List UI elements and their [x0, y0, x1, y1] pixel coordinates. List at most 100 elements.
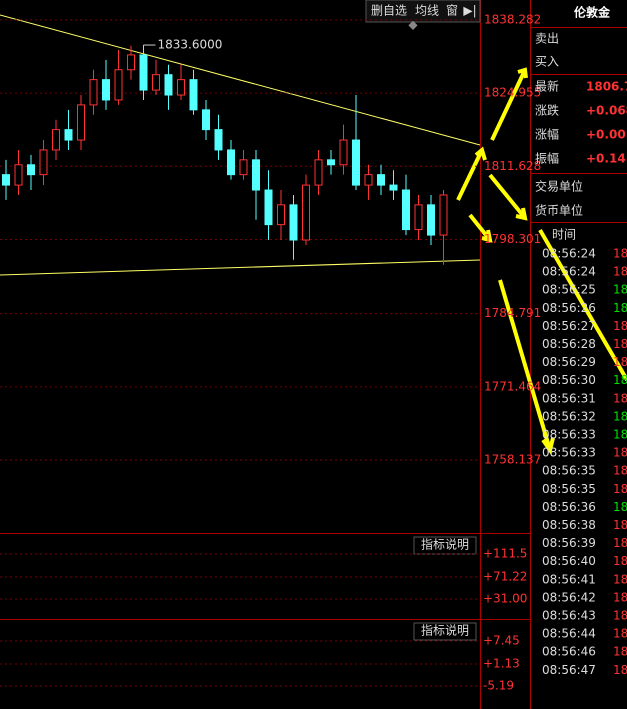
- toolbar-play[interactable]: ▶|: [463, 4, 476, 18]
- tick-price: 18: [613, 428, 627, 442]
- field-label: 振幅: [535, 151, 559, 166]
- candle-body: [227, 149, 235, 176]
- tick-time: 08:56:25: [542, 283, 596, 297]
- candle-body: [177, 79, 185, 96]
- trend-line: [0, 14, 481, 146]
- tick-time: 08:56:33: [542, 446, 596, 460]
- candle-body: [39, 149, 48, 176]
- indicator-button[interactable]: [413, 622, 477, 641]
- indicator-button-label[interactable]: 指标说明: [421, 537, 469, 552]
- indicator-tick: +71.22: [483, 570, 527, 584]
- indicator-tick: -5.19: [483, 679, 514, 693]
- tick-time: 08:56:47: [542, 663, 596, 677]
- tick-time: 08:56:32: [542, 409, 596, 423]
- toolbar-button[interactable]: 均线: [415, 4, 439, 18]
- candle-body: [164, 74, 173, 96]
- candle-body: [102, 79, 110, 101]
- tick-price: 18: [613, 536, 627, 550]
- candle-body: [364, 174, 373, 186]
- tick-time: 08:56:43: [542, 609, 596, 623]
- tick-time: 08:56:31: [542, 391, 596, 405]
- tick-time: 08:56:42: [542, 590, 596, 604]
- candle-body: [314, 159, 323, 186]
- candle-body: [289, 204, 298, 241]
- sell-label: 卖出: [535, 32, 559, 46]
- unit-label: 交易单位: [535, 179, 583, 194]
- tick-time: 08:56:35: [542, 464, 596, 478]
- field-value: +0.00: [586, 128, 626, 142]
- candle-body: [339, 139, 348, 166]
- candle-body: [327, 159, 335, 166]
- indicator-tick: +31.00: [483, 592, 527, 606]
- toolbar-button[interactable]: 窗: [446, 4, 458, 18]
- tick-price: 18: [613, 301, 627, 315]
- tick-time: 08:56:28: [542, 337, 596, 351]
- tick-price: 18: [613, 464, 627, 478]
- tick-price: 18: [613, 627, 627, 641]
- field-label: 涨跌: [535, 103, 559, 118]
- candle-body: [127, 54, 135, 71]
- tick-time: 08:56:36: [542, 500, 596, 514]
- y-tick-label: 1771.464: [484, 379, 541, 393]
- y-tick-label: 1811.628: [484, 159, 541, 173]
- tick-price: 18: [613, 391, 627, 405]
- tick-price: 18: [613, 373, 627, 387]
- candle-body: [377, 174, 385, 186]
- y-tick-label: 1758.137: [484, 453, 541, 467]
- tick-time: 08:56:39: [542, 536, 596, 550]
- trend-line: [0, 259, 481, 276]
- tick-time: 08:56:24: [542, 247, 596, 261]
- diamond: ◆: [408, 18, 418, 32]
- candle-body: [139, 54, 148, 91]
- candle-body: [352, 139, 360, 186]
- tick-price: 18: [613, 319, 627, 333]
- toolbar-button[interactable]: 删自选: [371, 4, 407, 18]
- candle-body: [64, 129, 73, 141]
- candle-body: [252, 159, 260, 191]
- buy-label: 买入: [535, 55, 559, 69]
- toolbar: [365, 0, 481, 23]
- candle-body: [52, 129, 60, 151]
- field-value: 1806.770: [586, 80, 627, 94]
- tick-time: 08:56:29: [542, 355, 596, 369]
- tick-price: 18: [613, 446, 627, 460]
- indicator-button-label[interactable]: 指标说明: [421, 623, 469, 638]
- tick-price: 18: [613, 283, 627, 297]
- y-tick-label: 1784.791: [484, 306, 541, 320]
- candle-body: [264, 189, 273, 226]
- tick-price: 18: [613, 337, 627, 351]
- tick-price: 18: [613, 482, 627, 496]
- tick-price: 18: [613, 663, 627, 677]
- tick-price: 18: [613, 590, 627, 604]
- high-label: 1833.6000: [158, 38, 223, 52]
- tick-time: 08:56:33: [542, 428, 596, 442]
- candle-body: [89, 79, 98, 106]
- candle-body: [214, 129, 223, 151]
- candle-body: [189, 79, 198, 111]
- tick-time: 08:56:30: [542, 373, 596, 387]
- tick-time: 08:56:40: [542, 554, 596, 568]
- tick-time: 08:56:44: [542, 627, 596, 641]
- tick-price: 18: [613, 609, 627, 623]
- y-tick-label: 1824.955: [484, 86, 541, 100]
- candle-body: [277, 204, 285, 226]
- candle-body: [2, 174, 10, 186]
- tick-price: 18: [613, 247, 627, 261]
- tick-price: 18: [613, 572, 627, 586]
- quote-title: 伦敦金: [574, 5, 611, 20]
- candle-body: [414, 204, 423, 231]
- tick-price: 18: [613, 500, 627, 514]
- tick-price: 18: [613, 645, 627, 659]
- y-tick-label: 1838.282: [484, 12, 541, 26]
- tick-time: 08:56:46: [542, 645, 596, 659]
- field-label: 涨幅: [535, 127, 559, 142]
- tick-price: 18: [613, 518, 627, 532]
- tick-time: 08:56:35: [542, 482, 596, 496]
- tick-price: 18: [613, 355, 627, 369]
- y-tick-label: 1798.301: [484, 232, 541, 246]
- candle-body: [402, 189, 410, 231]
- tick-time: 08:56:38: [542, 518, 596, 532]
- candle-body: [427, 204, 435, 236]
